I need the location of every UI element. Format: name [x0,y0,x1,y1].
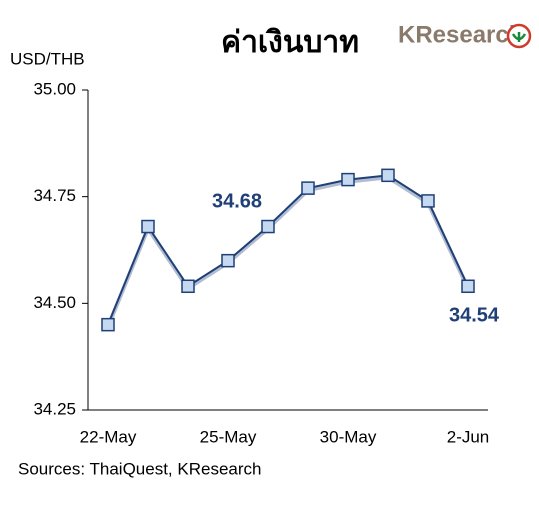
marker [461,279,475,294]
marker [261,219,275,234]
marker [381,168,395,183]
source-note: Sources: ThaiQuest, KResearch [18,459,261,478]
annotation: 34.54 [449,304,500,326]
x-tick-label: 25-May [200,427,257,446]
logo-icon [506,23,532,49]
marker [141,219,155,234]
marker [301,181,315,195]
line-shadow [106,175,470,328]
y-axis-label: USD/THB [10,49,85,68]
chart-title: ค่าเงินบาท [221,26,359,59]
x-tick-label: 30-May [320,427,377,446]
marker [421,194,435,208]
x-tick-label: 2-Jun [447,427,490,446]
y-tick-label: 34.50 [33,293,76,312]
annotation: 34.68 [212,190,262,212]
y-tick-label: 34.25 [33,399,76,418]
marker [181,279,195,294]
marker [101,317,115,332]
logo-text: KResearch [398,21,523,48]
line [107,174,469,326]
marker [341,172,355,187]
y-tick-label: 34.75 [33,186,76,205]
marker [221,253,235,268]
y-tick-label: 35.00 [33,79,76,98]
logo-leaf [511,32,527,42]
x-tick-label: 22-May [80,427,137,446]
